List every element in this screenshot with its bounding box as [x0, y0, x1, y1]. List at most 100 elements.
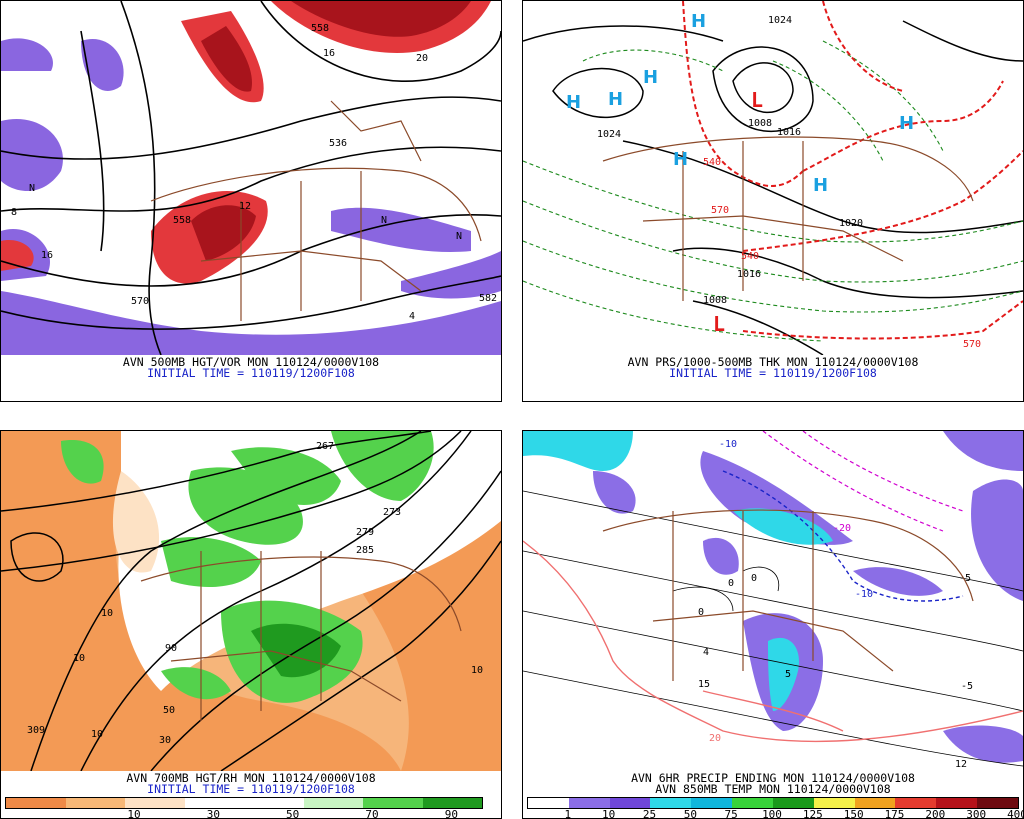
svg-text:H: H: [566, 92, 581, 113]
svg-text:1016: 1016: [777, 127, 801, 138]
svg-text:L: L: [751, 88, 763, 112]
svg-text:-20: -20: [833, 523, 851, 534]
panel-700mb-hgt-rh: 267 273 279 285 309 10 10 10 30 50 10 90 AVN 70…: [0, 430, 502, 819]
colorbar-swatch: [772, 798, 814, 808]
svg-text:N: N: [29, 183, 35, 194]
svg-text:15: 15: [698, 679, 710, 690]
svg-text:-10: -10: [719, 439, 737, 450]
svg-text:0: 0: [751, 573, 757, 584]
svg-text:N: N: [381, 215, 387, 226]
svg-text:10: 10: [471, 665, 483, 676]
svg-text:570: 570: [963, 339, 981, 350]
colorbar-swatch: [732, 798, 773, 808]
colorbar-swatch: [244, 798, 304, 808]
panel-pressure-thickness: H H H H H H H L L 1024 1008 1016 1024 1016 1…: [522, 0, 1024, 402]
initial-time: INITIAL TIME = 110119/1200F108: [147, 366, 355, 380]
colorbar-tick-label: 200: [925, 808, 946, 819]
colorbar-swatch: [568, 798, 610, 808]
colorbar-swatch: [422, 798, 482, 808]
svg-text:10: 10: [101, 608, 113, 619]
svg-text:540: 540: [741, 251, 759, 262]
svg-text:16: 16: [41, 250, 53, 261]
svg-text:0: 0: [698, 607, 704, 618]
svg-text:4: 4: [703, 647, 709, 658]
initial-time: INITIAL TIME = 110119/1200F108: [669, 366, 877, 380]
vorticity-map: 558 16 20 536 12 558 570 16 582 4 8 N N N: [1, 1, 501, 355]
colorbar-swatch: [854, 798, 896, 808]
colorbar-swatch: [6, 798, 66, 808]
svg-text:558: 558: [173, 215, 191, 226]
svg-text:H: H: [673, 149, 688, 170]
colorbar-tick-label: 10: [602, 808, 616, 819]
svg-text:1024: 1024: [768, 15, 792, 26]
svg-text:H: H: [813, 175, 828, 196]
panel-subtitle: AVN 850MB TEMP MON 110124/0000V108: [655, 782, 891, 796]
colorbar-tick-label: 30: [206, 808, 220, 819]
colorbar-tick-label: 25: [642, 808, 657, 819]
rh-colorbar: [5, 797, 483, 809]
svg-text:5: 5: [785, 669, 791, 680]
colorbar-swatch: [65, 798, 125, 808]
colorbar-swatch: [650, 798, 692, 808]
svg-text:12: 12: [955, 759, 967, 770]
svg-text:279: 279: [356, 527, 374, 538]
colorbar-tick-label: 175: [884, 808, 905, 819]
svg-text:90: 90: [165, 643, 177, 654]
svg-text:1016: 1016: [737, 269, 761, 280]
svg-text:285: 285: [356, 545, 374, 556]
svg-text:558: 558: [311, 23, 329, 34]
pressure-map: H H H H H H H L L 1024 1008 1016 1024 1016 1…: [523, 1, 1023, 355]
colorbar-tick-label: 1: [564, 808, 572, 819]
svg-text:20: 20: [709, 733, 721, 744]
svg-text:20: 20: [416, 53, 428, 64]
panel-title: AVN 6HR PRECIP ENDING MON 110124/0000V10…: [631, 771, 915, 785]
svg-text:4: 4: [409, 311, 415, 322]
precip-map: -10 -10 -5 -5 0 0 0 4 5 12 15 20 -20: [523, 431, 1023, 773]
svg-text:H: H: [608, 89, 623, 110]
colorbar-tick-label: 70: [365, 808, 379, 819]
colorbar-swatch: [363, 798, 423, 808]
colorbar-tick-label: 400: [1007, 808, 1023, 819]
panel-title: AVN PRS/1000-500MB THK MON 110124/0000V1…: [627, 355, 919, 369]
colorbar-swatch: [977, 798, 1018, 808]
colorbar-swatch: [895, 798, 937, 808]
colorbar-tick-label: 50: [286, 808, 300, 819]
svg-text:1008: 1008: [748, 118, 772, 129]
colorbar-tick-label: 10: [127, 808, 141, 819]
svg-text:50: 50: [163, 705, 175, 716]
svg-text:-5: -5: [961, 681, 973, 692]
colorbar-swatch: [691, 798, 733, 808]
svg-text:10: 10: [73, 653, 85, 664]
colorbar-tick-label: 125: [802, 808, 823, 819]
panel-500mb-hgt-vor: 558 16 20 536 12 558 570 16 582 4 8 N N N AVN 500…: [0, 0, 502, 402]
svg-text:H: H: [691, 11, 706, 32]
panel-precip-temp: -10 -10 -5 -5 0 0 0 4 5 12 15 20 -20 AVN 6HR PR…: [522, 430, 1024, 819]
svg-text:N: N: [456, 231, 462, 242]
svg-text:0: 0: [728, 578, 734, 589]
svg-text:267: 267: [316, 441, 334, 452]
panel-title: AVN 700MB HGT/RH MON 110124/0000V108: [126, 771, 376, 785]
svg-text:16: 16: [323, 48, 335, 59]
colorbar-swatch: [528, 798, 569, 808]
colorbar-tick-label: 300: [966, 808, 987, 819]
svg-text:-5: -5: [959, 573, 971, 584]
svg-text:1024: 1024: [597, 129, 621, 140]
svg-text:10: 10: [91, 729, 103, 740]
svg-text:540: 540: [703, 157, 721, 168]
colorbar-tick-label: 150: [843, 808, 864, 819]
svg-text:H: H: [643, 67, 658, 88]
initial-time: INITIAL TIME = 110119/1200F108: [147, 782, 355, 796]
svg-text:1020: 1020: [839, 218, 863, 229]
svg-text:309: 309: [27, 725, 45, 736]
svg-text:536: 536: [329, 138, 347, 149]
svg-text:12: 12: [239, 201, 251, 212]
svg-text:-10: -10: [855, 589, 873, 600]
svg-text:1008: 1008: [703, 295, 727, 306]
panel-title: AVN 500MB HGT/VOR MON 110124/0000V108: [122, 355, 380, 369]
svg-text:273: 273: [383, 507, 401, 518]
svg-text:570: 570: [131, 296, 149, 307]
svg-text:570: 570: [711, 205, 729, 216]
colorbar-swatch: [936, 798, 978, 808]
svg-text:582: 582: [479, 293, 497, 304]
colorbar-swatch: [303, 798, 363, 808]
